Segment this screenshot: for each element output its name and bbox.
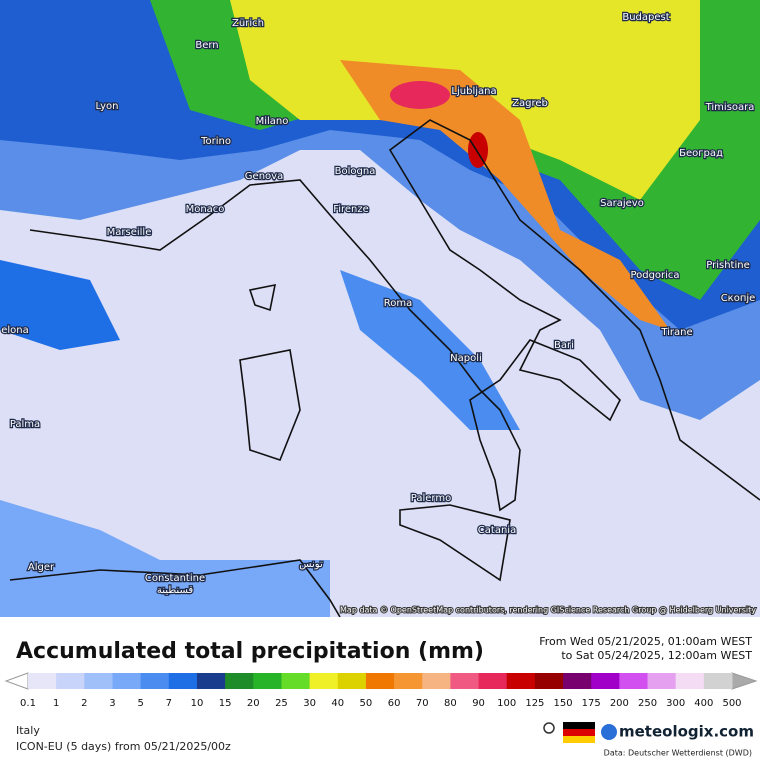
legend-label: 300 — [666, 698, 685, 709]
model-run: ICON-EU (5 days) from 05/21/2025/00z — [16, 740, 231, 753]
city-label: Bern — [195, 40, 218, 51]
city-label: Bologna — [335, 166, 376, 177]
legend-label: 175 — [582, 698, 601, 709]
city-label: Alger — [28, 562, 55, 573]
legend-swatch — [647, 673, 677, 689]
legend-label: 400 — [694, 698, 713, 709]
legend-swatch — [337, 673, 367, 689]
city-label: Budapest — [622, 12, 669, 23]
legend-label: 40 — [331, 698, 344, 709]
city-label: Milano — [256, 116, 289, 127]
legend-label: 70 — [416, 698, 429, 709]
legend-label: 25 — [275, 698, 288, 709]
legend-label: 500 — [722, 698, 741, 709]
attribution: Map data © OpenStreetMap contributors, r… — [340, 606, 756, 615]
legend-panel: Accumulated total precipitation (mm) Fro… — [4, 635, 758, 758]
city-label: Genova — [245, 171, 283, 182]
city-label: Monaco — [186, 204, 225, 215]
legend-swatch — [619, 673, 649, 689]
period-to: to Sat 05/24/2025, 12:00am WEST — [561, 649, 752, 662]
legend-label: 125 — [525, 698, 544, 709]
legend-swatch — [196, 673, 226, 689]
legend-label: 5 — [137, 698, 143, 709]
legend-swatch — [394, 673, 423, 689]
city-label: Zagreb — [512, 98, 548, 109]
brand[interactable]: meteologix.com — [619, 723, 754, 741]
legend-swatch — [168, 673, 198, 689]
legend-swatch — [281, 673, 311, 689]
region: Italy — [16, 724, 40, 737]
legend-label: 100 — [497, 698, 516, 709]
legend-swatch — [112, 673, 142, 689]
legend-swatch — [140, 673, 170, 689]
legend-swatch — [534, 673, 564, 689]
city-label: Sarajevo — [600, 198, 644, 209]
city-label: Palma — [10, 419, 40, 430]
legend-swatch — [506, 673, 536, 689]
legend-arrow-left — [4, 672, 29, 690]
legend-swatch — [225, 673, 254, 689]
city-label: Palermo — [411, 493, 451, 504]
city-label: elona — [1, 325, 29, 336]
city-label: Ljubljana — [451, 86, 496, 97]
city-label: Tirane — [660, 327, 692, 338]
city-label: Lyon — [95, 101, 118, 112]
legend-swatch — [450, 673, 480, 689]
legend-label: 7 — [166, 698, 172, 709]
map: Map data © OpenStreetMap contributors, r… — [0, 0, 760, 617]
city-label: قسنطينة — [157, 585, 194, 596]
city-label: Београд — [679, 148, 723, 159]
period-from: From Wed 05/21/2025, 01:00am WEST — [539, 635, 752, 648]
legend-label: 200 — [610, 698, 629, 709]
title: Accumulated total precipitation (mm) — [16, 639, 484, 664]
legend-arrow-right — [731, 672, 758, 690]
legend-label: 90 — [472, 698, 485, 709]
legend-swatch — [56, 673, 85, 689]
legend-label: 80 — [444, 698, 457, 709]
legend-label: 1 — [53, 698, 59, 709]
legend-label: 15 — [219, 698, 232, 709]
city-label: تونس — [299, 559, 323, 570]
flag — [563, 722, 595, 729]
legend-swatch — [253, 673, 282, 689]
legend-label: 20 — [247, 698, 260, 709]
legend-label: 2 — [81, 698, 87, 709]
legend-swatch — [84, 673, 113, 689]
credit: Data: Deutscher Wetterdienst (DWD) — [604, 749, 752, 758]
legend-label: 150 — [553, 698, 572, 709]
legend-swatch — [309, 673, 339, 689]
city-label: Zürich — [232, 18, 264, 29]
legend-swatch — [703, 673, 733, 689]
city-label: Firenze — [333, 204, 369, 215]
legend-label: 60 — [388, 698, 401, 709]
legend-swatch — [422, 673, 451, 689]
legend-label: 3 — [109, 698, 115, 709]
city-label: Timisoara — [705, 102, 755, 113]
legend-label: 10 — [191, 698, 204, 709]
legend-label: 0.1 — [20, 698, 36, 709]
legend-swatch — [563, 673, 592, 689]
zoom-icon[interactable] — [543, 722, 555, 734]
legend-swatch — [675, 673, 705, 689]
city-label: Marseille — [107, 227, 152, 238]
legend-swatch — [365, 673, 395, 689]
city-label: Bari — [554, 340, 574, 351]
city-label: Constantine — [145, 573, 205, 584]
city-label: Catania — [478, 525, 516, 536]
legend-swatch — [591, 673, 620, 689]
city-label: Скопје — [721, 292, 756, 304]
city-label: Roma — [384, 298, 413, 309]
city-label: Napoli — [450, 353, 482, 364]
legend-swatch — [28, 673, 57, 689]
city-label: Torino — [200, 136, 231, 147]
legend-label: 50 — [360, 698, 373, 709]
city-label: Podgorica — [630, 270, 679, 281]
legend-swatch — [478, 673, 508, 689]
city-label: Prishtine — [706, 260, 749, 271]
legend-label: 30 — [303, 698, 316, 709]
legend-label: 250 — [638, 698, 657, 709]
